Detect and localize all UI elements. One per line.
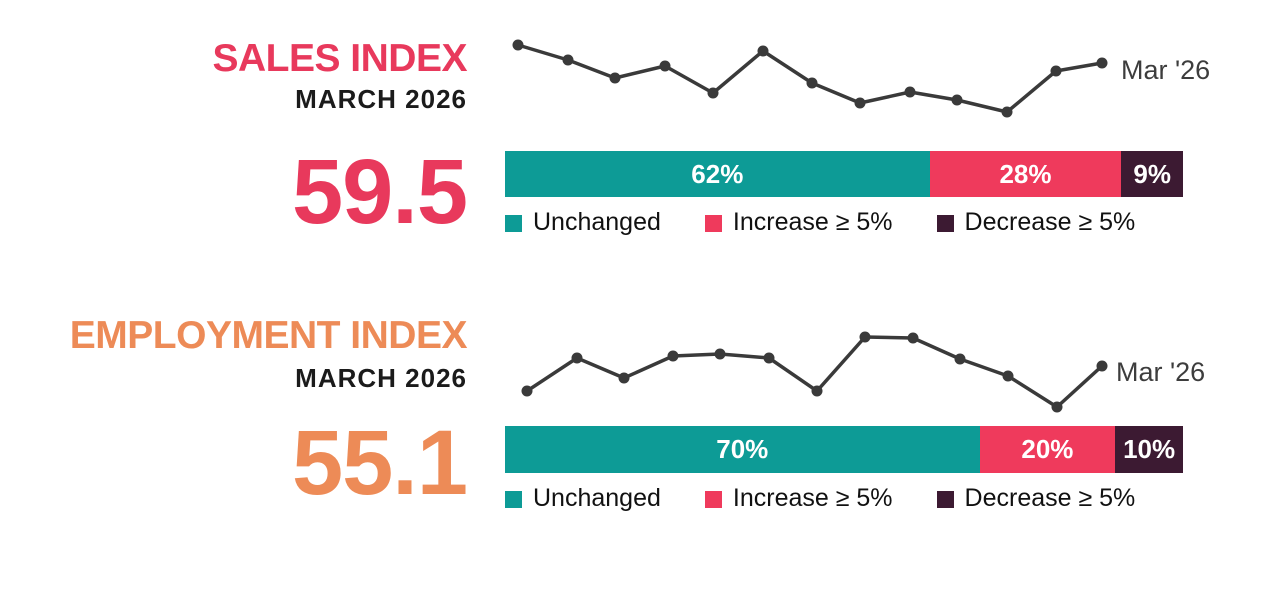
legend-swatch-icon: [704, 491, 722, 508]
employment-index-subtitle: MARCH 2026: [295, 363, 467, 393]
legend-label: Decrease ≥ 5%: [964, 484, 1136, 512]
legend-swatch-icon: [936, 215, 954, 232]
employment-legend-item: Unchanged: [505, 484, 661, 513]
legend-label: Unchanged: [533, 484, 661, 512]
sales-bar-segment: 28%: [929, 151, 1122, 197]
sales-legend-item: Decrease ≥ 5%: [936, 208, 1136, 237]
sales-legend-item: Unchanged: [505, 208, 661, 237]
legend-label: Decrease ≥ 5%: [964, 208, 1136, 236]
employment-bar-segment: 70%: [505, 426, 980, 473]
legend-swatch-icon: [505, 215, 522, 232]
employment-index-value: 55.1: [291, 412, 468, 514]
sales-distribution-bar: 62% 28% 9%: [505, 151, 1183, 197]
sales-legend: Unchanged Increase ≥ 5% Decrease ≥ 5%: [505, 208, 1135, 237]
sales-index-title: SALES INDEX: [212, 37, 467, 80]
employment-trend-end-label: Mar '26: [1116, 357, 1206, 387]
employment-bar-segment: 20%: [979, 426, 1116, 473]
employment-legend-item: Increase ≥ 5%: [704, 484, 893, 513]
employment-legend-item: Decrease ≥ 5%: [936, 484, 1136, 513]
sales-legend-item: Increase ≥ 5%: [704, 208, 893, 237]
sales-trend-end-label: Mar '26: [1121, 55, 1211, 85]
legend-label: Increase ≥ 5%: [732, 208, 893, 236]
sales-index-subtitle: MARCH 2026: [295, 84, 467, 114]
legend-swatch-icon: [704, 215, 722, 232]
legend-label: Unchanged: [533, 208, 661, 236]
employment-distribution-bar: 70% 20% 10%: [505, 426, 1183, 473]
sales-bar-segment: 62%: [505, 151, 930, 197]
sales-index-value: 59.5: [291, 141, 468, 243]
employment-bar-segment: 10%: [1115, 426, 1183, 473]
legend-swatch-icon: [936, 491, 954, 508]
legend-swatch-icon: [505, 491, 522, 508]
employment-trend-sparkline: [521, 331, 1108, 413]
sales-bar-segment: 9%: [1121, 151, 1183, 197]
employment-index-title: EMPLOYMENT INDEX: [69, 314, 468, 357]
legend-label: Increase ≥ 5%: [732, 484, 893, 512]
employment-legend: Unchanged Increase ≥ 5% Decrease ≥ 5%: [505, 484, 1135, 513]
sales-trend-sparkline: [512, 39, 1108, 118]
